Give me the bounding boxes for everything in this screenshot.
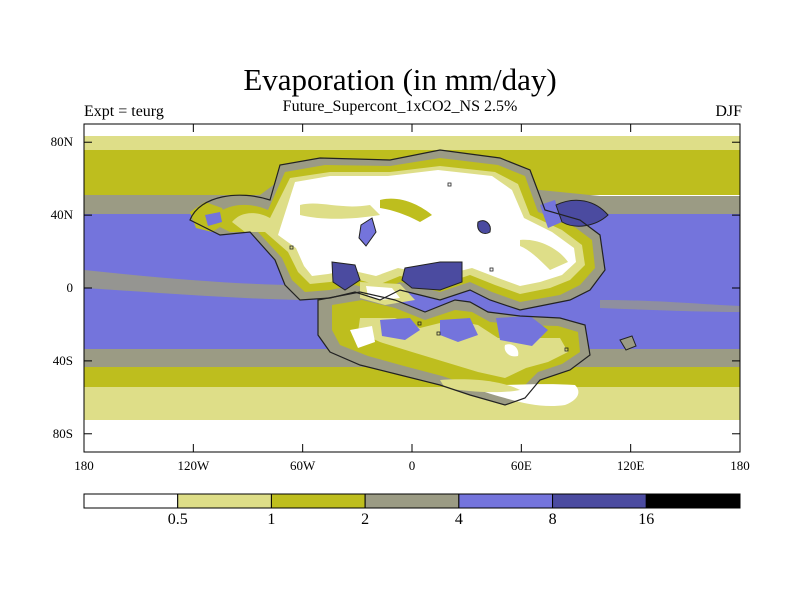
lat-tick-label: 0 (66, 280, 74, 295)
colorbar-swatch (270, 493, 366, 509)
colorbar-swatch (364, 493, 460, 509)
evaporation-field (84, 124, 740, 452)
lon-tick-label: 60E (510, 458, 532, 473)
lon-tick-label: 180 (74, 458, 94, 473)
colorbar (83, 493, 741, 509)
lon-tick-label: 0 (408, 458, 416, 473)
colorbar-swatch (177, 493, 272, 509)
map-subtitle: Future_Supercont_1xCO2_NS 2.5% (282, 98, 518, 115)
colorbar-label: 16 (638, 511, 655, 528)
colorbar-label: 4 (454, 511, 463, 528)
lon-tick-label: 120W (177, 458, 210, 473)
lat-tick-label: 80N (50, 134, 73, 150)
map-title: Evaporation (in mm/day) (243, 62, 557, 97)
lat-tick-label: 40N (50, 207, 73, 223)
season-label: DJF (715, 103, 742, 120)
colorbar-swatch (458, 493, 554, 509)
colorbar-label: 8 (548, 511, 557, 528)
colorbar-label: 1 (267, 511, 276, 528)
colorbar-label: 2 (361, 511, 370, 528)
colorbar-swatch (552, 493, 647, 509)
axis-ticks (83, 124, 741, 452)
lat-tick-label: 40S (52, 352, 73, 368)
lon-tick-label: 180 (730, 458, 750, 473)
colorbar-label: 0.5 (167, 511, 188, 528)
colorbar-swatch (83, 493, 179, 509)
lat-tick-label: 80S (52, 425, 73, 441)
experiment-label: Expt = teurg (84, 103, 164, 120)
lon-tick-label: 60W (290, 458, 316, 473)
lon-tick-label: 120E (616, 458, 645, 473)
colorbar-swatch (645, 493, 741, 509)
